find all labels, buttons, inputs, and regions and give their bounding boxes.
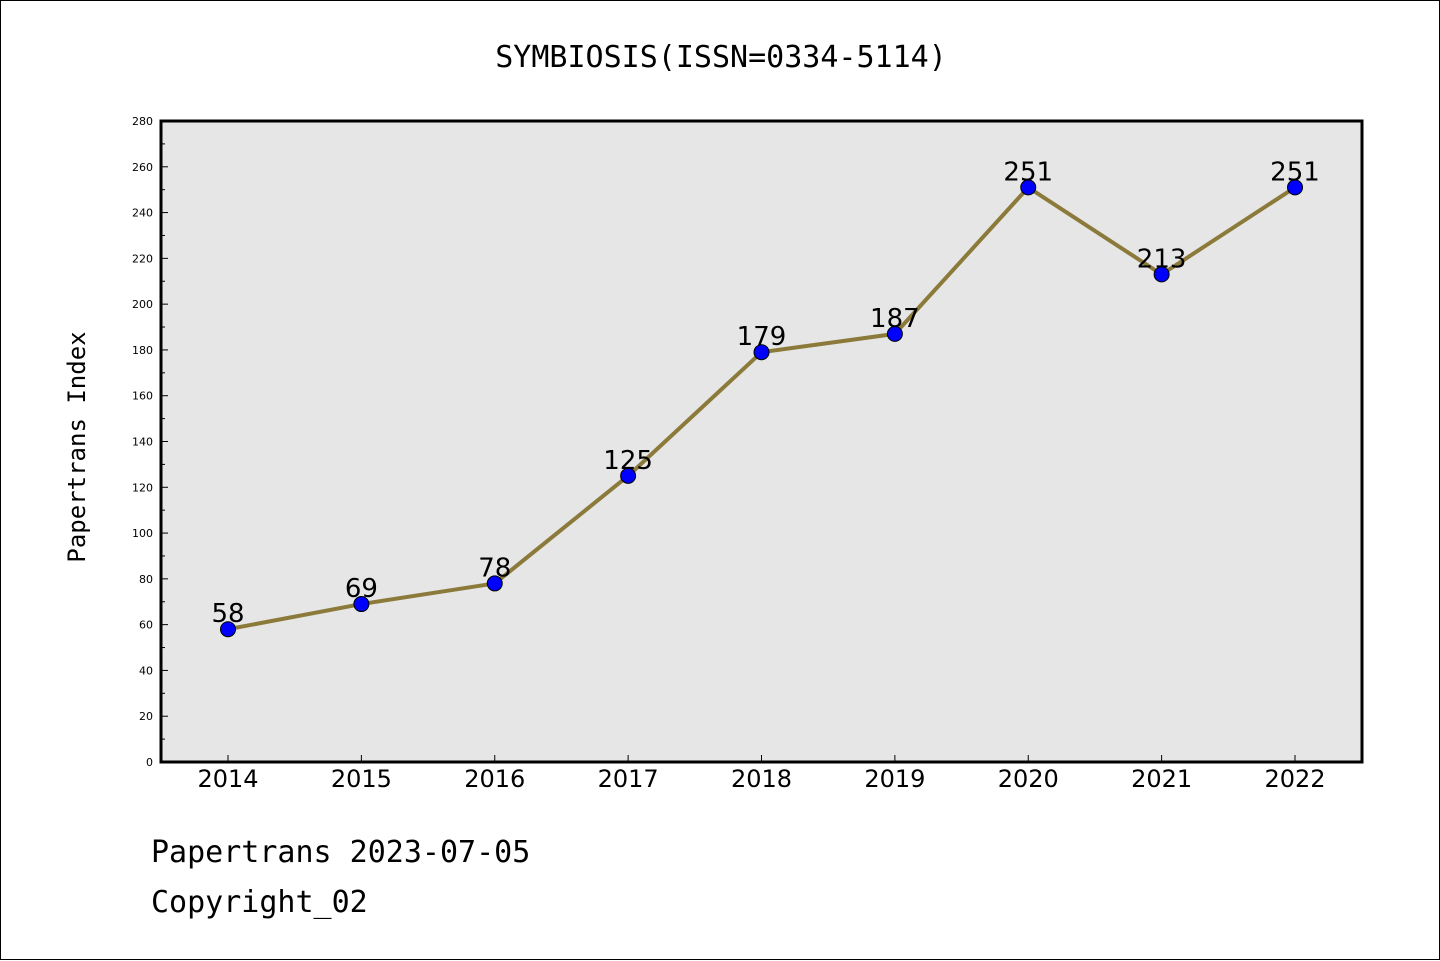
data-point-marker [220, 621, 236, 638]
x-tick-label: 2019 [864, 765, 925, 793]
x-tick-label: 2016 [464, 765, 525, 793]
data-label: 78 [478, 553, 511, 583]
y-axis-label: Papertrans Index [63, 331, 91, 562]
y-tick-label: 160 [132, 390, 153, 403]
y-tick-label: 20 [139, 710, 153, 723]
x-axis: 2014 2015 2016 2017 2018 2019 2020 2021 2022 [197, 755, 1326, 793]
x-tick-label: 2018 [731, 765, 792, 793]
data-point-marker [1287, 179, 1303, 196]
data-label: 58 [211, 599, 244, 629]
data-label: 213 [1137, 244, 1187, 274]
y-tick-label: 280 [132, 115, 153, 128]
y-tick-label: 180 [132, 344, 153, 357]
y-tick-label: 100 [132, 527, 153, 540]
data-label: 251 [1003, 157, 1053, 187]
x-tick-label: 2021 [1131, 765, 1192, 793]
plot-area [159, 119, 1364, 764]
y-axis: 0 20 40 60 80 100 120 140 160 180 200 220 240 260 280 [132, 115, 168, 769]
y-tick-label: 240 [132, 207, 153, 220]
data-label: 187 [870, 304, 920, 334]
data-point-marker [1020, 179, 1037, 196]
x-tick-label: 2022 [1264, 765, 1325, 793]
data-point-marker [620, 467, 637, 484]
y-tick-label: 80 [139, 573, 153, 586]
y-tick-label: 220 [132, 252, 153, 265]
data-point-marker [353, 596, 370, 613]
data-label: 179 [737, 322, 787, 352]
x-tick-label: 2015 [331, 765, 392, 793]
series-layer: 58 69 78 125 179 187 251 213 251 [211, 157, 1320, 638]
data-label: 125 [603, 446, 653, 476]
y-tick-label: 60 [139, 619, 153, 632]
data-label: 251 [1270, 157, 1320, 187]
data-point-marker [486, 575, 503, 592]
data-point-marker [753, 344, 770, 361]
y-tick-label: 200 [132, 298, 153, 311]
x-tick-label: 2014 [197, 765, 258, 793]
y-tick-label: 260 [132, 161, 153, 174]
data-label: 69 [345, 574, 378, 604]
footer-copyright-text: Copyright_02 [151, 885, 368, 920]
data-point-marker [1153, 266, 1170, 283]
y-tick-label: 120 [132, 481, 153, 494]
x-tick-label: 2017 [598, 765, 659, 793]
chart-title: SYMBIOSIS(ISSN=0334-5114) [495, 40, 947, 75]
y-tick-label: 40 [139, 664, 153, 677]
footer-date-text: Papertrans 2023-07-05 [151, 835, 531, 870]
y-tick-label: 0 [146, 756, 153, 769]
x-tick-label: 2020 [998, 765, 1059, 793]
data-point-marker [886, 325, 903, 342]
y-tick-label: 140 [132, 436, 153, 449]
